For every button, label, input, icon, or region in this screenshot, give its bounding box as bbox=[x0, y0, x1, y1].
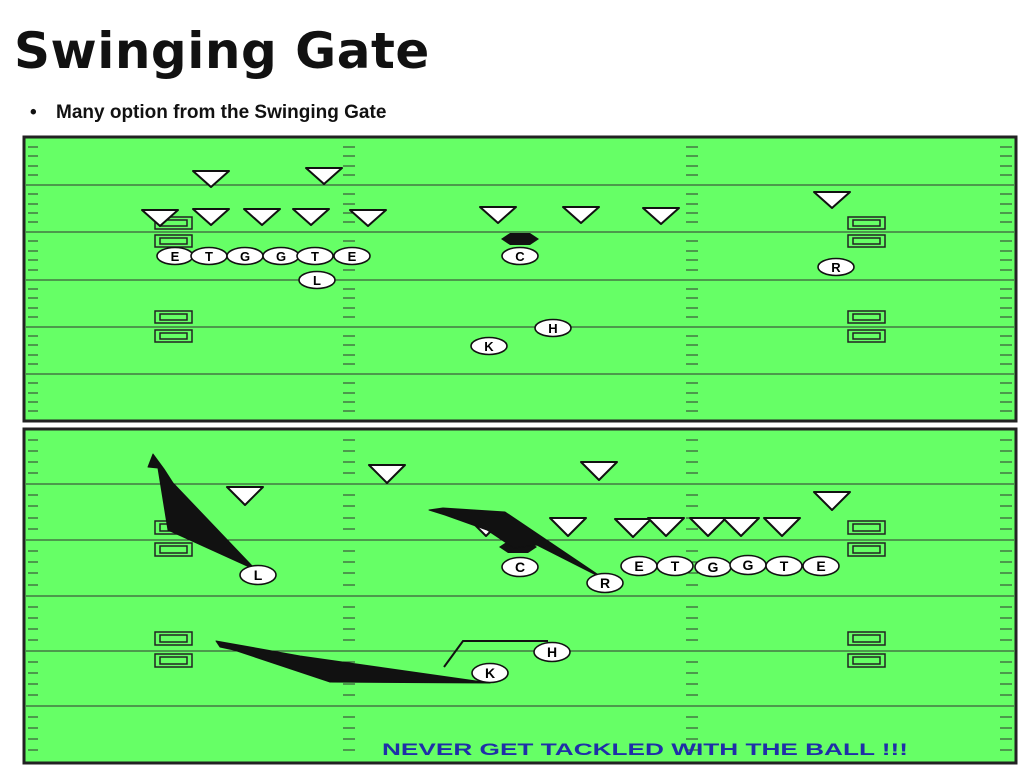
player-marker: G bbox=[226, 246, 264, 266]
defender-icon bbox=[580, 461, 618, 481]
player-label: T bbox=[311, 249, 319, 264]
player-label: H bbox=[547, 644, 557, 660]
top-yard-lines bbox=[26, 184, 1014, 375]
player-marker: H bbox=[533, 641, 571, 663]
player-marker: G bbox=[262, 246, 300, 266]
player-label: G bbox=[240, 249, 250, 264]
player-marker: K bbox=[471, 662, 509, 684]
player-marker: K bbox=[470, 336, 508, 356]
player-marker: G bbox=[694, 556, 732, 578]
warning-caption: NEVER GET TACKLED WITH THE BALL !!! bbox=[382, 740, 908, 759]
defender-icon bbox=[292, 208, 330, 226]
defender-icon bbox=[763, 517, 801, 537]
defender-icon bbox=[562, 206, 600, 224]
top-field-diagram: E T G G T E L C R H K bbox=[22, 135, 1018, 423]
player-marker: G bbox=[729, 554, 767, 576]
player-marker: E bbox=[802, 555, 840, 577]
route-arrows bbox=[147, 453, 607, 684]
defender-icon bbox=[305, 167, 343, 185]
bottom-field-diagram: L C R E T G G T E H K NEVER GET TACKLED … bbox=[22, 427, 1018, 765]
player-marker: C bbox=[501, 246, 539, 266]
player-label: R bbox=[600, 575, 610, 591]
defender-icon bbox=[192, 170, 230, 188]
bullet-item: • Many option from the Swinging Gate bbox=[30, 102, 386, 124]
route-line-holder-icon bbox=[443, 640, 548, 668]
player-label: T bbox=[780, 558, 789, 574]
player-label: E bbox=[634, 558, 643, 574]
player-marker: E bbox=[620, 555, 658, 577]
player-label: G bbox=[708, 559, 719, 575]
player-marker: L bbox=[298, 270, 336, 290]
top-field bbox=[22, 135, 1018, 423]
player-marker: T bbox=[656, 555, 694, 577]
player-marker: E bbox=[156, 246, 194, 266]
player-marker: L bbox=[239, 564, 277, 586]
player-marker: H bbox=[534, 318, 572, 338]
defender-icon bbox=[647, 517, 685, 537]
defender-icon bbox=[642, 207, 680, 225]
player-label: E bbox=[348, 249, 357, 264]
top-hash-marks bbox=[28, 146, 1012, 412]
player-label: K bbox=[484, 339, 494, 354]
defender-icon bbox=[722, 517, 760, 537]
defender-icon bbox=[368, 464, 406, 484]
player-marker: C bbox=[501, 556, 539, 578]
player-label: R bbox=[831, 260, 841, 275]
defender-icon bbox=[689, 517, 727, 537]
player-marker: R bbox=[586, 572, 624, 594]
route-arrow-right-icon bbox=[428, 507, 607, 581]
player-marker: T bbox=[765, 555, 803, 577]
player-label: H bbox=[548, 321, 557, 336]
defender-icon bbox=[349, 209, 387, 227]
top-offense: E T G G T E L C R H K bbox=[156, 246, 855, 356]
defender-icon bbox=[141, 209, 179, 227]
player-label: L bbox=[254, 567, 263, 583]
defender-icon bbox=[813, 191, 851, 209]
defender-icon bbox=[243, 208, 281, 226]
bullet-text: Many option from the Swinging Gate bbox=[56, 102, 387, 123]
player-marker: T bbox=[190, 246, 228, 266]
player-label: T bbox=[205, 249, 213, 264]
defender-icon bbox=[192, 208, 230, 226]
player-label: K bbox=[485, 665, 495, 681]
defender-icon bbox=[226, 486, 264, 506]
player-marker: R bbox=[817, 257, 855, 277]
route-arrow-left-icon bbox=[147, 453, 257, 571]
player-label: E bbox=[816, 558, 825, 574]
player-label: C bbox=[515, 249, 525, 264]
bullet-marker: • bbox=[30, 102, 37, 123]
defender-icon bbox=[813, 491, 851, 511]
defender-icon bbox=[614, 518, 652, 538]
player-label: C bbox=[515, 559, 525, 575]
player-label: G bbox=[743, 557, 754, 573]
player-marker: T bbox=[296, 246, 334, 266]
top-defenders bbox=[141, 167, 851, 227]
player-label: G bbox=[276, 249, 286, 264]
player-label: E bbox=[171, 249, 180, 264]
player-label: T bbox=[671, 558, 680, 574]
route-arrow-kicker-icon bbox=[215, 640, 491, 684]
bottom-offense: L C R E T G G T E H K bbox=[239, 554, 840, 684]
defender-icon bbox=[549, 517, 587, 537]
player-marker: E bbox=[333, 246, 371, 266]
ball-icon bbox=[501, 233, 539, 245]
slide-title: Swinging Gate bbox=[14, 22, 430, 80]
defender-icon bbox=[479, 206, 517, 224]
top-sideline-markers bbox=[154, 216, 886, 343]
player-label: L bbox=[313, 273, 321, 288]
